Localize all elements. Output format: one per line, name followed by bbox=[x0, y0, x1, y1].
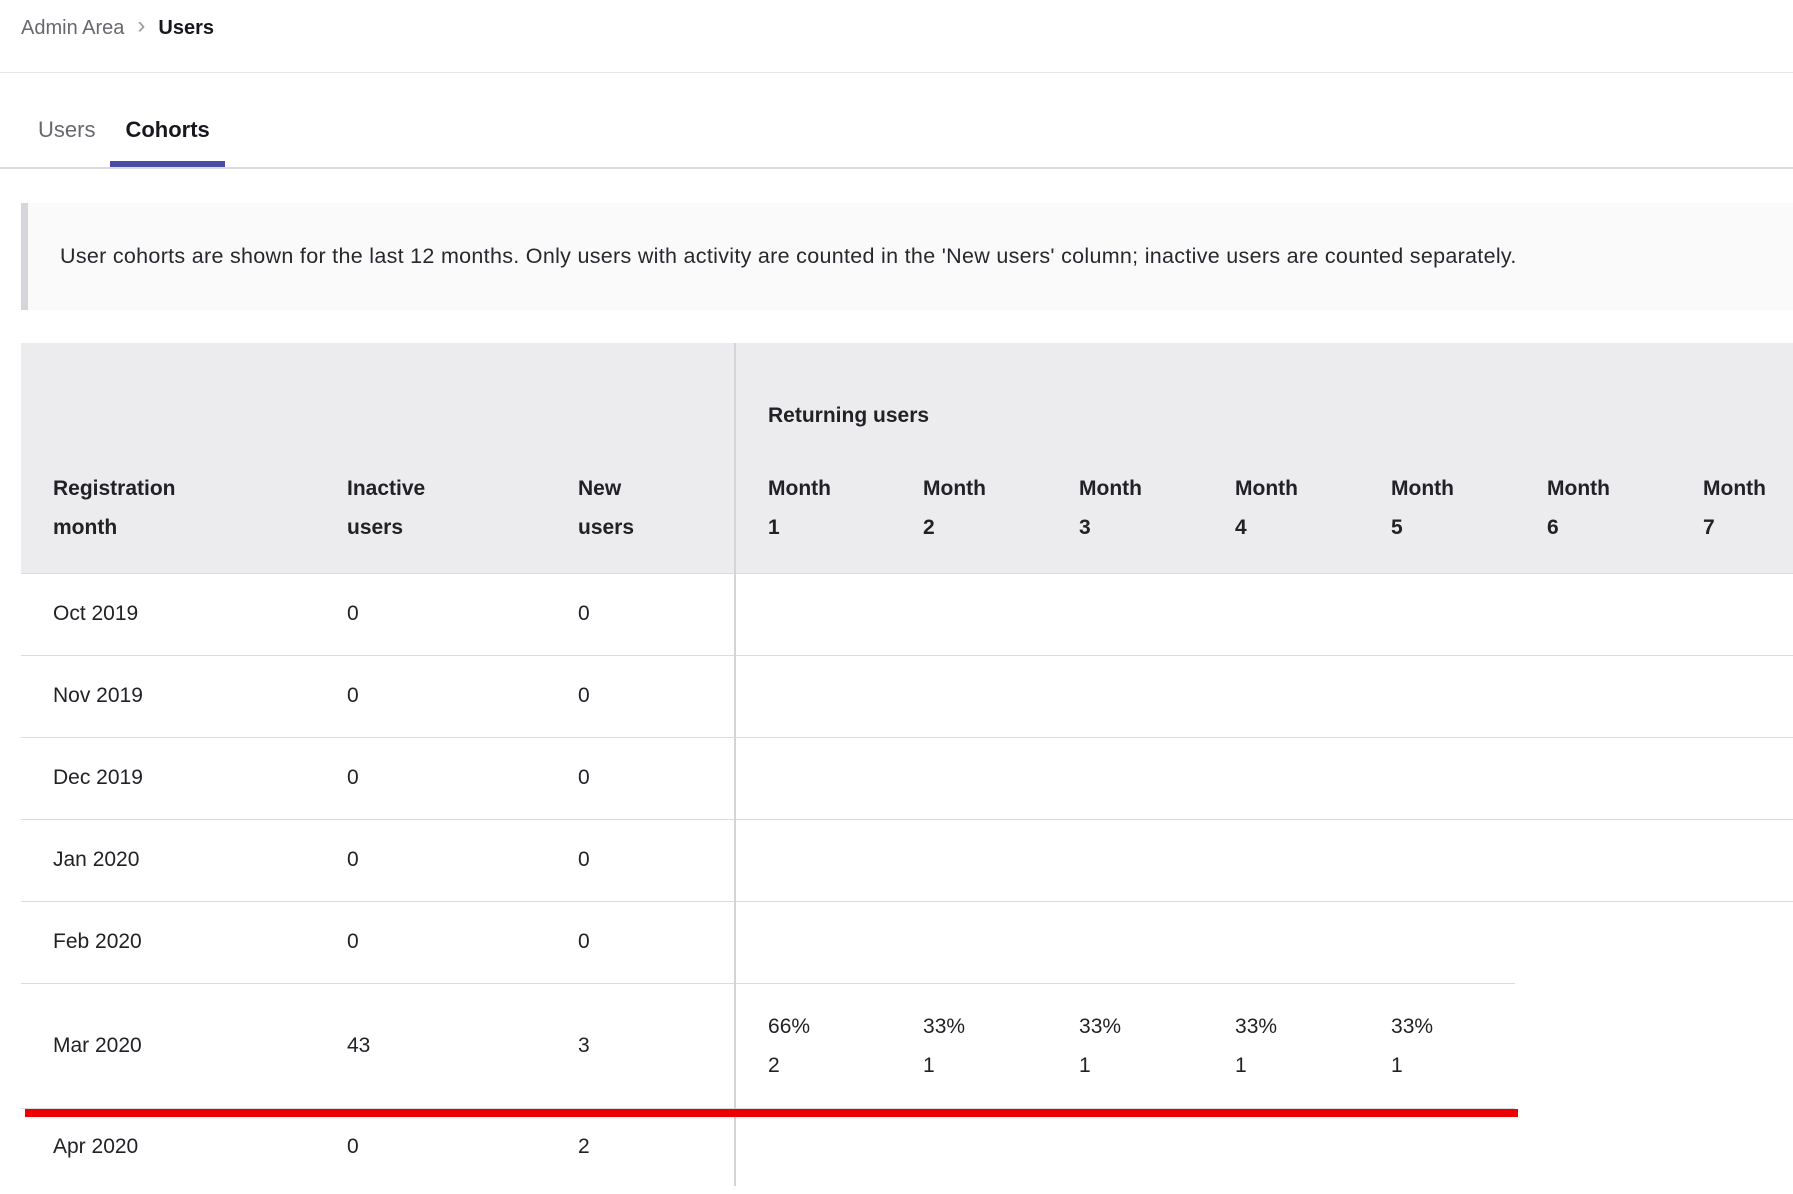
returning-month-2-cell: 33% 1 bbox=[891, 983, 1048, 1109]
returning-month-2-cell bbox=[891, 573, 1048, 656]
table-row-nov-2019: Nov 2019 0 0 bbox=[21, 655, 1793, 738]
returning-month-7-cell bbox=[1671, 819, 1793, 902]
column-header-registration-month: Registration month bbox=[21, 440, 315, 573]
returning-month-7-cell bbox=[1671, 737, 1793, 820]
registration-month-cell: Mar 2020 bbox=[21, 983, 315, 1109]
returning-month-4-cell bbox=[1203, 737, 1360, 820]
new-users-cell: 3 bbox=[546, 983, 736, 1109]
registration-month-cell: Nov 2019 bbox=[21, 655, 315, 738]
inactive-users-cell: 0 bbox=[315, 1108, 546, 1186]
returning-month-5-cell bbox=[1359, 737, 1516, 820]
returning-month-1-cell bbox=[734, 1108, 892, 1186]
returning-month-1-cell: 66% 2 bbox=[734, 983, 892, 1109]
returning-month-5-cell: 33% 1 bbox=[1359, 983, 1516, 1109]
column-header-month-2: Month 2 bbox=[891, 440, 1048, 573]
tab-cohorts-label: Cohorts bbox=[125, 117, 210, 142]
returning-month-3-cell: 33% 1 bbox=[1047, 983, 1204, 1109]
returning-month-2-cell bbox=[891, 901, 1048, 984]
inactive-users-cell: 0 bbox=[315, 573, 546, 656]
returning-month-6-cell bbox=[1515, 655, 1672, 738]
table-row-mar-2020: Mar 2020 43 3 66% 2 33% 1 33% 1 33% 1 33% 1 bbox=[21, 983, 1793, 1109]
returning-month-7-cell bbox=[1671, 573, 1793, 656]
returning-month-1-cell bbox=[734, 819, 892, 902]
returning-month-5-cell bbox=[1359, 573, 1516, 656]
returning-month-5-cell bbox=[1359, 819, 1516, 902]
inactive-users-cell: 43 bbox=[315, 983, 546, 1109]
tab-cohorts[interactable]: Cohorts bbox=[110, 93, 225, 167]
column-header-month-4: Month 4 bbox=[1203, 440, 1360, 573]
new-users-cell: 0 bbox=[546, 901, 736, 984]
table-row-oct-2019: Oct 2019 0 0 bbox=[21, 573, 1793, 656]
column-header-month-1: Month 1 bbox=[734, 440, 892, 573]
returning-month-3-cell bbox=[1047, 737, 1204, 820]
breadcrumb: Admin Area › Users bbox=[21, 13, 214, 43]
inactive-users-cell: 0 bbox=[315, 737, 546, 820]
returning-month-4-cell bbox=[1203, 1108, 1360, 1186]
inactive-users-cell: 0 bbox=[315, 901, 546, 984]
returning-month-3-cell bbox=[1047, 901, 1204, 984]
chevron-right-icon: › bbox=[137, 12, 146, 39]
returning-month-4-cell bbox=[1203, 819, 1360, 902]
registration-month-cell: Jan 2020 bbox=[21, 819, 315, 902]
returning-month-2-cell bbox=[891, 1108, 1048, 1186]
returning-month-3-cell bbox=[1047, 573, 1204, 656]
returning-month-3-cell bbox=[1047, 1108, 1204, 1186]
new-users-cell: 2 bbox=[546, 1108, 736, 1186]
column-header-month-3: Month 3 bbox=[1047, 440, 1204, 573]
inactive-users-cell: 0 bbox=[315, 819, 546, 902]
header-spacer bbox=[21, 343, 736, 440]
cohorts-table: Returning users Registration month Inact… bbox=[21, 343, 1793, 1186]
returning-month-3-cell bbox=[1047, 655, 1204, 738]
returning-month-6-cell bbox=[1515, 819, 1672, 902]
active-tab-indicator bbox=[110, 161, 225, 167]
table-row-jan-2020: Jan 2020 0 0 bbox=[21, 819, 1793, 902]
returning-month-3-cell bbox=[1047, 819, 1204, 902]
annotation-red-line bbox=[25, 1109, 1518, 1117]
returning-month-2-cell bbox=[891, 737, 1048, 820]
returning-month-2-cell bbox=[891, 655, 1048, 738]
returning-month-1-cell bbox=[734, 737, 892, 820]
new-users-cell: 0 bbox=[546, 573, 736, 656]
column-header-inactive-users: Inactive users bbox=[315, 440, 546, 573]
returning-month-4-cell bbox=[1203, 655, 1360, 738]
column-header-month-6: Month 6 bbox=[1515, 440, 1672, 573]
breadcrumb-item-admin-area[interactable]: Admin Area bbox=[21, 16, 125, 39]
cohorts-info-banner: User cohorts are shown for the last 12 m… bbox=[21, 203, 1793, 310]
registration-month-cell: Dec 2019 bbox=[21, 737, 315, 820]
returning-month-6-cell bbox=[1515, 737, 1672, 820]
cohorts-info-banner-text: User cohorts are shown for the last 12 m… bbox=[60, 244, 1517, 268]
inactive-users-cell: 0 bbox=[315, 655, 546, 738]
table-row-feb-2020: Feb 2020 0 0 bbox=[21, 901, 1793, 984]
table-row-dec-2019: Dec 2019 0 0 bbox=[21, 737, 1793, 820]
returning-month-4-cell bbox=[1203, 901, 1360, 984]
cohorts-table-container: Returning users Registration month Inact… bbox=[21, 343, 1793, 1186]
returning-month-1-cell bbox=[734, 901, 892, 984]
new-users-cell: 0 bbox=[546, 655, 736, 738]
returning-month-4-cell bbox=[1203, 573, 1360, 656]
column-group-returning-users: Returning users bbox=[734, 343, 1793, 440]
registration-month-cell: Feb 2020 bbox=[21, 901, 315, 984]
new-users-cell: 0 bbox=[546, 819, 736, 902]
column-header-month-5: Month 5 bbox=[1359, 440, 1516, 573]
returning-month-5-cell bbox=[1359, 901, 1516, 984]
table-row-apr-2020: Apr 2020 0 2 bbox=[21, 1108, 1793, 1186]
tabs-divider bbox=[0, 167, 1793, 169]
returning-month-5-cell bbox=[1359, 655, 1516, 738]
returning-month-2-cell bbox=[891, 819, 1048, 902]
new-users-cell: 0 bbox=[546, 737, 736, 820]
returning-month-1-cell bbox=[734, 655, 892, 738]
returning-month-6-cell bbox=[1515, 573, 1672, 656]
header-divider bbox=[0, 72, 1793, 73]
returning-month-7-cell bbox=[1671, 655, 1793, 738]
registration-month-cell: Apr 2020 bbox=[21, 1108, 315, 1186]
returning-month-1-cell bbox=[734, 573, 892, 656]
registration-month-cell: Oct 2019 bbox=[21, 573, 315, 656]
tab-users[interactable]: Users bbox=[38, 117, 96, 142]
column-header-new-users: New users bbox=[546, 440, 736, 573]
column-header-month-7: Month 7 bbox=[1671, 440, 1793, 573]
breadcrumb-item-users: Users bbox=[158, 16, 214, 39]
tab-bar: Users Cohorts bbox=[23, 93, 225, 167]
returning-month-4-cell: 33% 1 bbox=[1203, 983, 1360, 1109]
